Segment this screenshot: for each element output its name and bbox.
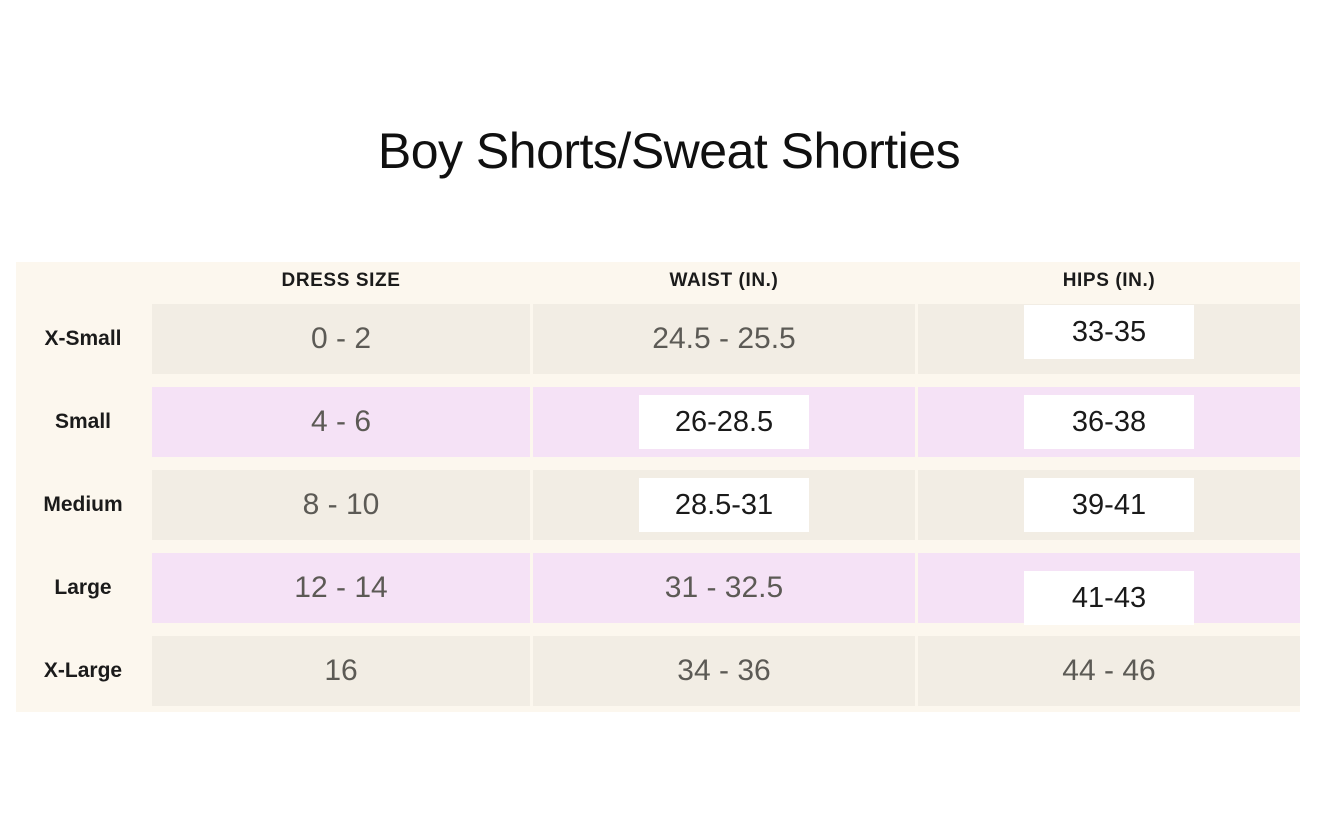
- row-label: Large: [54, 576, 112, 599]
- table-cell: 44 - 46: [918, 636, 1300, 706]
- value-overlay-box: 39-41: [1024, 478, 1194, 532]
- table-header-row: DRESS SIZE WAIST (IN.) HIPS (IN.): [17, 263, 1300, 299]
- header-cell-hips: HIPS (IN.): [1062, 270, 1156, 291]
- table-cell: 16: [152, 636, 530, 706]
- table-cell: 41-43: [918, 553, 1300, 625]
- value-overlay-box: 33-35: [1024, 305, 1194, 359]
- table-row: X-Small 0 - 2 24.5 - 25.5 33-35: [17, 304, 1300, 374]
- size-chart-table: DRESS SIZE WAIST (IN.) HIPS (IN.) X-Smal…: [16, 262, 1300, 712]
- row-label: Medium: [43, 493, 123, 516]
- table-cell: 36-38: [918, 387, 1300, 457]
- row-label: X-Large: [43, 659, 123, 682]
- page-title: Boy Shorts/Sweat Shorties: [377, 123, 961, 179]
- row-label: Small: [54, 410, 112, 433]
- value-overlay-box: 26-28.5: [639, 395, 809, 449]
- header-cell-dress-size: DRESS SIZE: [281, 270, 401, 291]
- table-cell: 28.5-31: [533, 470, 915, 540]
- table-row: Small 4 - 6 26-28.5 36-38: [17, 387, 1300, 457]
- table-cell: 33-35: [918, 304, 1300, 374]
- table-cell: 4 - 6: [152, 387, 530, 457]
- value-overlay-box: 41-43: [1024, 571, 1194, 625]
- table-row: X-Large 16 34 - 36 44 - 46: [17, 636, 1300, 706]
- table-cell: 24.5 - 25.5: [533, 304, 915, 374]
- table-row: Large 12 - 14 31 - 32.5 41-43: [17, 553, 1300, 625]
- table-cell: 8 - 10: [152, 470, 530, 540]
- table-cell: 12 - 14: [152, 553, 530, 623]
- table-cell: 26-28.5: [533, 387, 915, 457]
- header-cell-empty: [17, 263, 149, 299]
- table-row: Medium 8 - 10 28.5-31 39-41: [17, 470, 1300, 540]
- header-cell-waist: WAIST (IN.): [669, 270, 779, 291]
- value-overlay-box: 36-38: [1024, 395, 1194, 449]
- table-body: X-Small 0 - 2 24.5 - 25.5 33-35 Small 4 - 6 26…: [17, 304, 1300, 706]
- table-cell: 31 - 32.5: [533, 553, 915, 623]
- table-cell: 34 - 36: [533, 636, 915, 706]
- table-cell: 0 - 2: [152, 304, 530, 374]
- table-cell: 39-41: [918, 470, 1300, 540]
- row-label: X-Small: [44, 327, 122, 350]
- value-overlay-box: 28.5-31: [639, 478, 809, 532]
